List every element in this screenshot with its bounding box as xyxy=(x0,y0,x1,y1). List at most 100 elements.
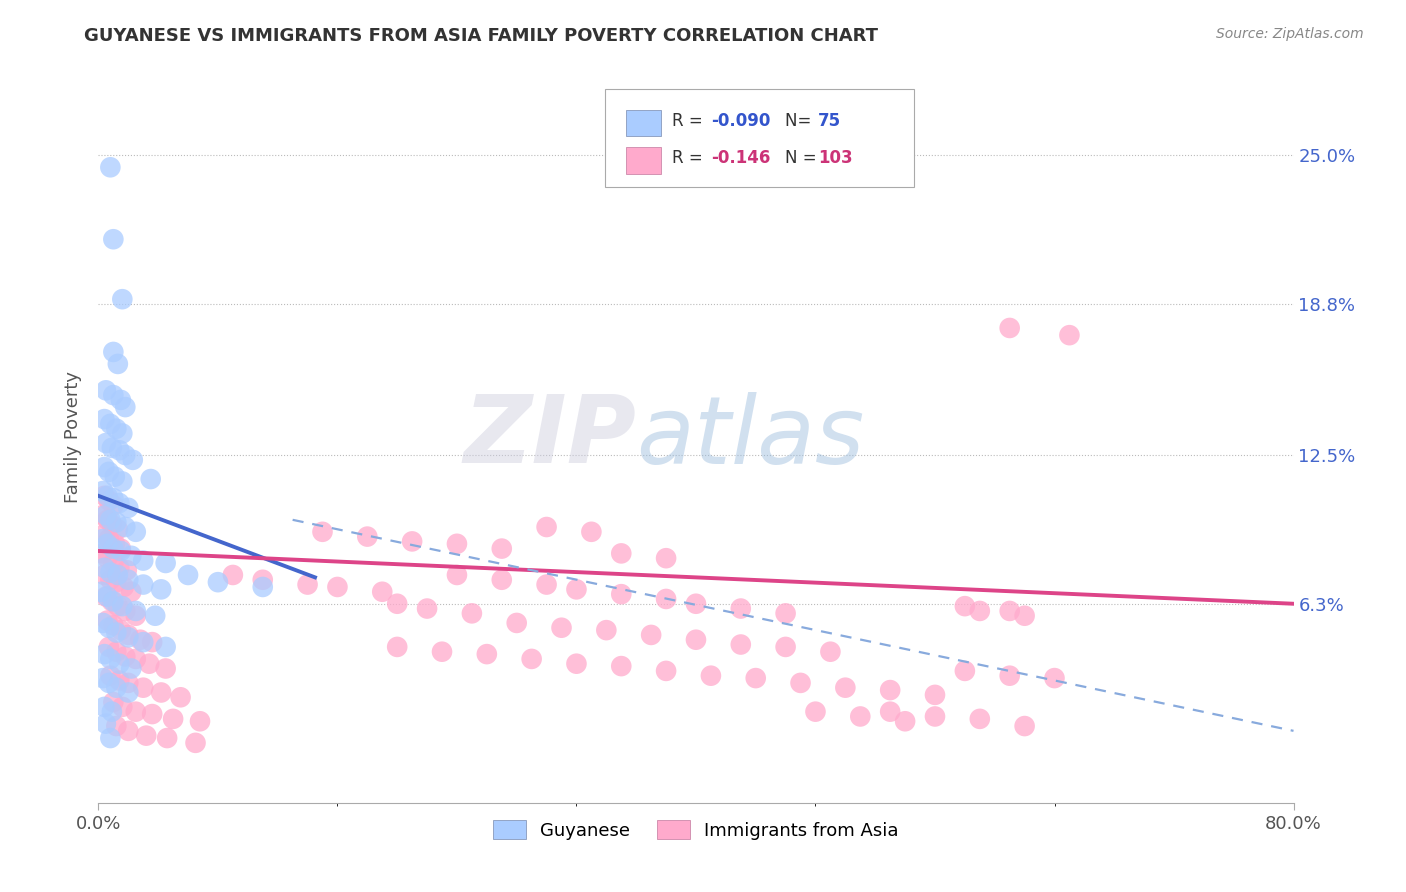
Text: -0.146: -0.146 xyxy=(711,149,770,167)
Text: N =: N = xyxy=(785,149,815,167)
Point xyxy=(969,712,991,726)
Point xyxy=(93,561,115,575)
Point xyxy=(98,652,122,666)
Point xyxy=(114,604,136,618)
Point xyxy=(150,685,173,699)
Point xyxy=(91,532,114,546)
Point xyxy=(536,520,558,534)
Point xyxy=(125,524,148,539)
Point xyxy=(107,523,129,537)
Point xyxy=(998,321,1021,335)
Point xyxy=(98,417,122,431)
Point xyxy=(177,568,200,582)
Text: -0.090: -0.090 xyxy=(711,112,770,129)
Point xyxy=(998,604,1021,618)
Point xyxy=(685,597,707,611)
Point xyxy=(565,582,588,597)
Point xyxy=(114,448,136,462)
Point xyxy=(117,630,139,644)
Point xyxy=(91,508,114,522)
Point xyxy=(139,472,162,486)
Point xyxy=(879,683,901,698)
Point xyxy=(105,625,128,640)
Point xyxy=(326,580,349,594)
Point xyxy=(155,640,177,654)
Point xyxy=(804,705,827,719)
Point xyxy=(155,556,177,570)
Point xyxy=(98,573,122,587)
Point xyxy=(610,587,633,601)
Point xyxy=(105,645,128,659)
Point xyxy=(103,618,125,632)
Point xyxy=(141,707,163,722)
Point xyxy=(117,676,139,690)
Point xyxy=(1059,328,1081,343)
Point xyxy=(655,664,678,678)
Point xyxy=(184,736,207,750)
Point xyxy=(105,719,128,733)
Point xyxy=(97,621,120,635)
Point xyxy=(117,685,139,699)
Point xyxy=(93,412,115,426)
Point xyxy=(114,649,136,664)
Point xyxy=(111,475,134,489)
Point xyxy=(416,601,439,615)
Point xyxy=(101,517,124,532)
Text: GUYANESE VS IMMIGRANTS FROM ASIA FAMILY POVERTY CORRELATION CHART: GUYANESE VS IMMIGRANTS FROM ASIA FAMILY … xyxy=(84,27,879,45)
Point xyxy=(969,604,991,618)
Point xyxy=(101,594,124,608)
Point xyxy=(311,524,333,539)
Point xyxy=(581,524,603,539)
Point xyxy=(730,638,752,652)
Point xyxy=(655,591,678,606)
Point xyxy=(94,590,117,604)
Point xyxy=(107,599,129,614)
Text: ZIP: ZIP xyxy=(464,391,637,483)
Point xyxy=(125,604,148,618)
Point xyxy=(103,541,125,556)
Point xyxy=(520,652,543,666)
Point xyxy=(110,623,132,637)
Point xyxy=(595,623,617,637)
Point xyxy=(129,632,152,647)
Point xyxy=(114,520,136,534)
Point xyxy=(150,582,173,597)
Point xyxy=(98,161,122,175)
Point xyxy=(879,705,901,719)
Point xyxy=(103,695,125,709)
Text: 103: 103 xyxy=(818,149,853,167)
Point xyxy=(655,551,678,566)
Point xyxy=(96,590,118,604)
Point xyxy=(111,292,134,306)
Y-axis label: Family Poverty: Family Poverty xyxy=(65,371,83,503)
Point xyxy=(730,601,752,615)
Point xyxy=(98,669,122,683)
Point xyxy=(97,493,120,508)
Point xyxy=(112,580,135,594)
Point xyxy=(356,530,378,544)
Point xyxy=(155,661,177,675)
Point xyxy=(953,599,976,614)
Point xyxy=(96,489,118,503)
Point xyxy=(101,441,124,455)
Point xyxy=(111,599,134,614)
Point xyxy=(103,491,125,506)
Point xyxy=(640,628,662,642)
Point xyxy=(108,673,131,688)
Point xyxy=(111,426,134,441)
Point xyxy=(446,568,468,582)
Point xyxy=(98,566,122,580)
Point xyxy=(1043,671,1066,685)
Point xyxy=(117,573,139,587)
Point xyxy=(550,621,572,635)
Point xyxy=(775,640,797,654)
Point xyxy=(132,577,155,591)
Text: N=: N= xyxy=(785,112,815,129)
Text: atlas: atlas xyxy=(637,392,865,483)
Point xyxy=(222,568,245,582)
Point xyxy=(491,541,513,556)
Point xyxy=(94,508,117,522)
Point xyxy=(297,577,319,591)
Point xyxy=(114,400,136,414)
Point xyxy=(252,573,274,587)
